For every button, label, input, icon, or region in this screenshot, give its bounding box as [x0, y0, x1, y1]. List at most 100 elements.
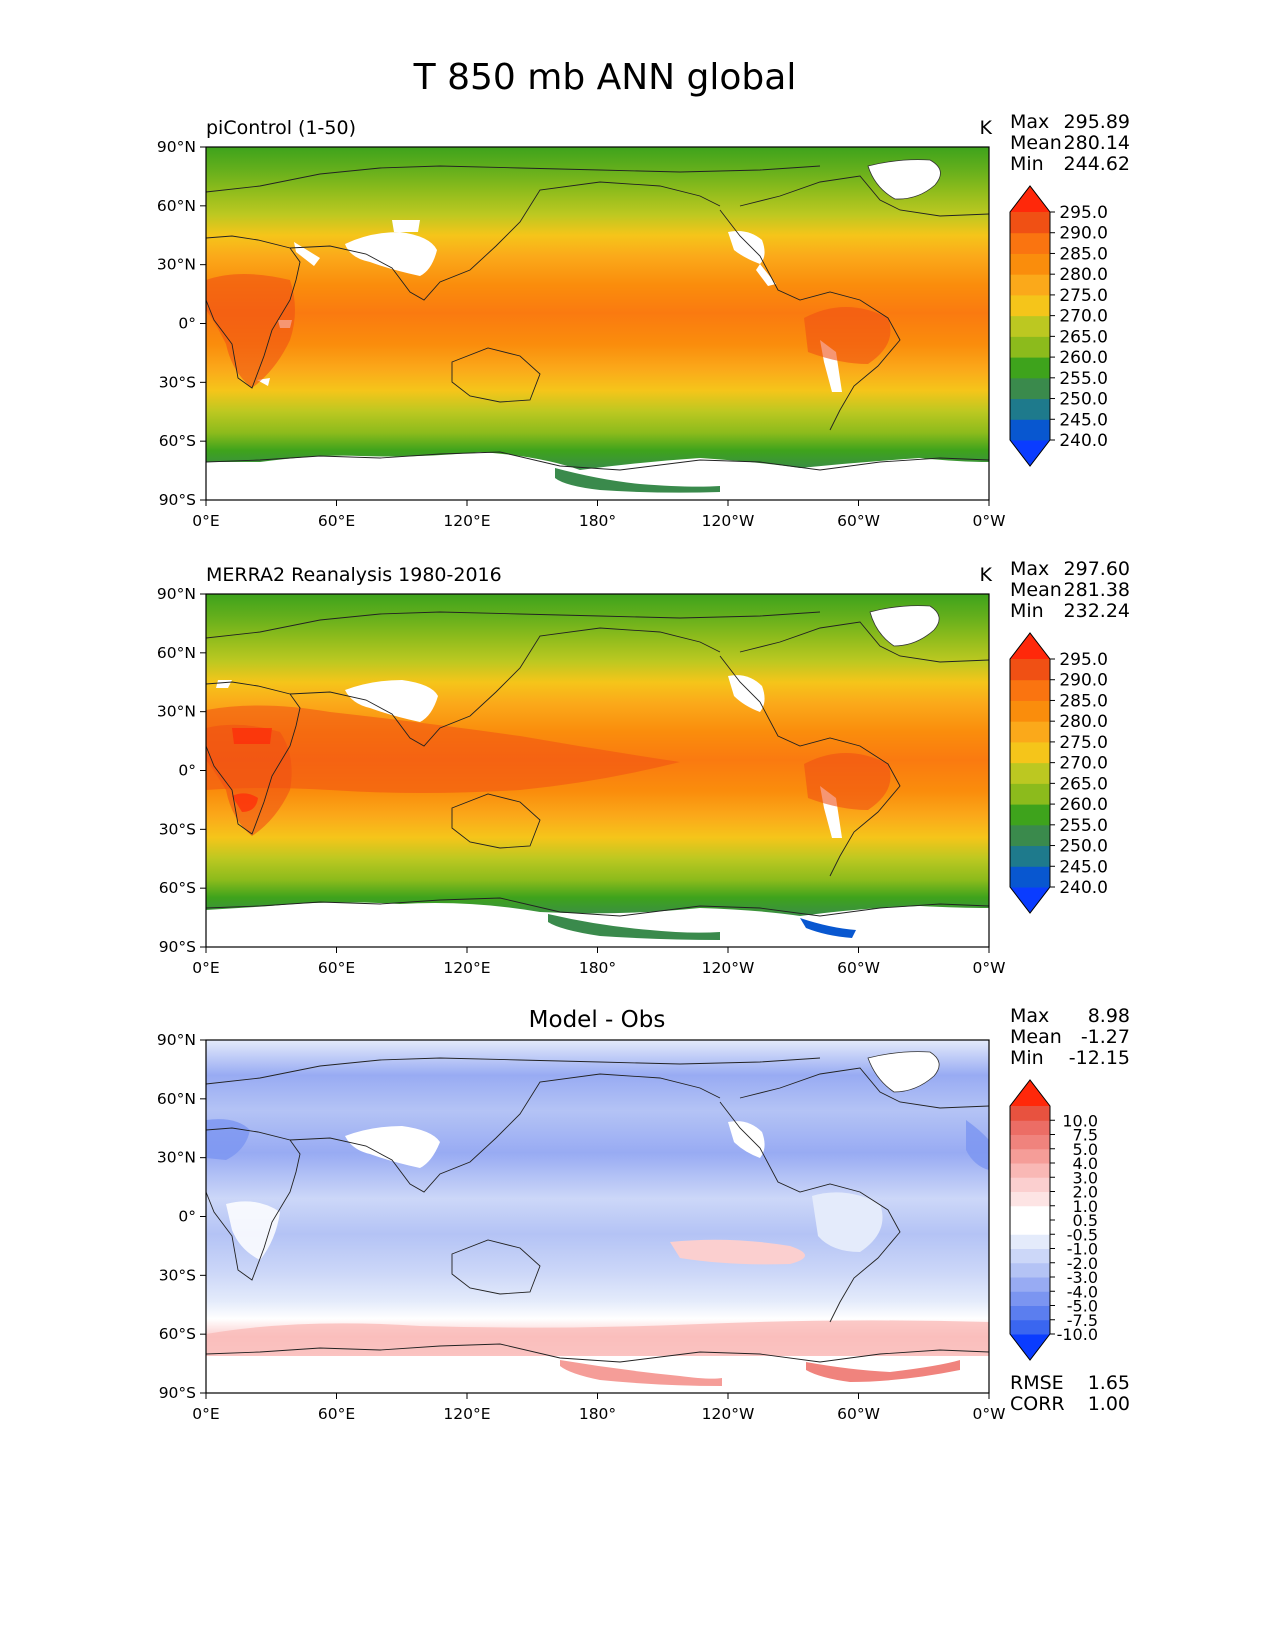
panel-1-colorbar-label: 275.0: [1059, 286, 1108, 306]
panel-2-colorbar-segment: [1010, 721, 1050, 743]
panel-3-ytick-label: 0°: [178, 1208, 196, 1226]
panel-3-min-label: Min: [1010, 1047, 1044, 1069]
panel-3-xtick-label: 60°E: [318, 1405, 355, 1423]
panel-1-greenland: [867, 159, 941, 200]
panel-1-mean-value: 280.14: [1064, 132, 1130, 154]
panel-3-max-label: Max: [1010, 1005, 1049, 1027]
panel-model-obs: Model - Obs Max Mean Min 8.98 -1.27 -12.…: [157, 1005, 1130, 1423]
panel-3-colorbar-extend-max: [1010, 1080, 1050, 1106]
panel-3-ytick-label: 60°S: [159, 1325, 196, 1343]
panel-2-xtick-label: 60°W: [837, 959, 880, 977]
panel-2-colorbar: 240.0245.0250.0255.0260.0265.0270.0275.0…: [1009, 632, 1108, 914]
panel-3-ytick-label: 30°S: [159, 1266, 196, 1284]
panel-3-xtick-label: 0°E: [192, 1405, 219, 1423]
panel-2-colorbar-label: 240.0: [1059, 878, 1108, 898]
panel-2-colorbar-label: 270.0: [1059, 754, 1108, 774]
panel-1-colorbar-label: 240.0: [1059, 431, 1108, 451]
panel-1-min-label: Min: [1010, 153, 1044, 175]
panel-1-ytick-label: 30°S: [159, 373, 196, 391]
panel-1-xtick-label: 0°E: [192, 512, 219, 530]
panel-3-colorbar-segment: [1010, 1319, 1050, 1335]
panel-3-ytick-label: 30°N: [157, 1149, 196, 1167]
panel-3-ytick-label: 90°N: [157, 1031, 196, 1049]
panel-3-colorbar-label: 2.0: [1073, 1183, 1098, 1202]
panel-2-ytick-label: 90°S: [159, 938, 196, 956]
panel-1-colorbar-segment: [1010, 336, 1050, 358]
panel-2-ticks: 0°E 60°E 120°E 180° 120°W 60°W 0°W 90°N 60°N 30°N…: [157, 585, 1006, 977]
panel-2-xtick-label: 0°E: [192, 959, 219, 977]
panel-1-coastlines: [205, 165, 990, 471]
panel-1-colorbar-extend-max: [1010, 186, 1050, 212]
panel-3-ross-warm: [560, 1360, 722, 1386]
panel-3-colorbar-label: -3.0: [1067, 1268, 1098, 1287]
panel-1-units: K: [980, 117, 993, 139]
panel-3-colorbar-segment: [1010, 1148, 1050, 1164]
panel-2-coastlines: [205, 611, 990, 917]
panel-1-ytick-label: 60°S: [159, 432, 196, 450]
panel-2-amazon-warm: [804, 753, 891, 810]
panel-3-colorbar-segment: [1010, 1106, 1050, 1121]
panel-1-ytick-label: 0°: [178, 315, 196, 333]
panel-2-units: K: [980, 564, 993, 586]
panel-3-greenland: [867, 1051, 940, 1093]
panel-1-ytick-label: 30°N: [157, 256, 196, 274]
panel-merra2: MERRA2 Reanalysis 1980-2016 K Max Mean M…: [157, 558, 1130, 977]
panel-2-colorbar-label: 245.0: [1059, 857, 1108, 877]
panel-3-colorbar-segment: [1010, 1291, 1050, 1306]
panel-3-colorbar-label: -4.0: [1067, 1282, 1098, 1301]
panel-1-tibet: [345, 232, 437, 276]
panel-3-colorbar-label: 1.0: [1073, 1197, 1098, 1216]
panel-2-colorbar-label: 250.0: [1059, 837, 1108, 857]
panel-3-ytick-label: 90°S: [159, 1384, 196, 1402]
panel-3-colorbar: -10.0-7.5-5.0-4.0-3.0-2.0-1.0-0.50.51.02…: [1009, 1079, 1098, 1361]
panel-2-ytick-label: 30°N: [157, 703, 196, 721]
panel-1-mean-label: Mean: [1010, 132, 1062, 154]
panel-3-colorbar-segment: [1010, 1262, 1050, 1278]
panel-2-colorbar-label: 285.0: [1059, 691, 1108, 711]
panel-1-max-value: 295.89: [1064, 111, 1130, 133]
panel-1-ticks: 0°E 60°E 120°E 180° 120°W 60°W 0°W 90°N 60°N 30°N…: [157, 138, 1006, 530]
panel-1-colorbar-label: 290.0: [1059, 224, 1108, 244]
panel-1-xtick-label: 60°E: [318, 512, 355, 530]
panel-3-colorbar-label: -5.0: [1067, 1297, 1098, 1316]
panel-1-colorbar-segment: [1010, 357, 1050, 379]
panel-3-colorbar-label: 4.0: [1073, 1154, 1098, 1173]
panel-2-greenland: [869, 605, 940, 647]
panel-1-ytick-label: 90°S: [159, 491, 196, 509]
panel-2-ytick-label: 90°N: [157, 585, 196, 603]
panel-2-colorbar-segment: [1010, 866, 1050, 888]
panel-3-colorbar-segment: [1010, 1134, 1050, 1150]
panel-2-xtick-label: 0°W: [973, 959, 1006, 977]
panel-3-mean-value: -1.27: [1081, 1026, 1130, 1048]
panel-3-colorbar-label: -2.0: [1067, 1254, 1098, 1273]
panel-2-colorbar-segment: [1010, 824, 1050, 847]
panel-1-africa-warm: [206, 274, 295, 388]
panel-3-rmse-label: RMSE: [1010, 1372, 1064, 1394]
panel-2-colorbar-label: 260.0: [1059, 795, 1108, 815]
panel-1-colorbar-segment: [1010, 419, 1050, 441]
panel-1-colorbar-segment: [1010, 232, 1050, 254]
panel-3-colorbar-segment: [1010, 1234, 1050, 1249]
panel-1-colorbar-label: 295.0: [1059, 203, 1108, 223]
panel-1-xtick-label: 120°W: [702, 512, 755, 530]
panel-2-xtick-label: 120°W: [702, 959, 755, 977]
panel-1-max-label: Max: [1010, 111, 1049, 133]
panel-3-colorbar-label: -1.0: [1067, 1240, 1098, 1259]
panel-1-ross-shelf: [555, 468, 720, 493]
panel-1-colorbar-label: 255.0: [1059, 369, 1108, 389]
panel-3-tibet: [345, 1126, 440, 1168]
panel-3-amazon: [812, 1192, 883, 1252]
panel-3-colorbar-segment: [1010, 1120, 1050, 1135]
panel-2-max-label: Max: [1010, 558, 1049, 580]
panel-3-colorbar-label: 5.0: [1073, 1140, 1098, 1159]
panel-1-mexico-plateau: [756, 264, 776, 286]
panel-2-colorbar-segment: [1010, 783, 1050, 805]
panel-2-rockies: [728, 675, 765, 712]
panel-1-antarctica-mask: [206, 452, 989, 500]
panel-2-min-label: Min: [1010, 600, 1044, 622]
panel-2-colorbar-segment: [1010, 762, 1050, 784]
panel-3-colorbar-segment: [1010, 1191, 1050, 1207]
panel-1-iran: [294, 242, 320, 266]
panel-3-colorbar-label: -10.0: [1057, 1325, 1098, 1344]
